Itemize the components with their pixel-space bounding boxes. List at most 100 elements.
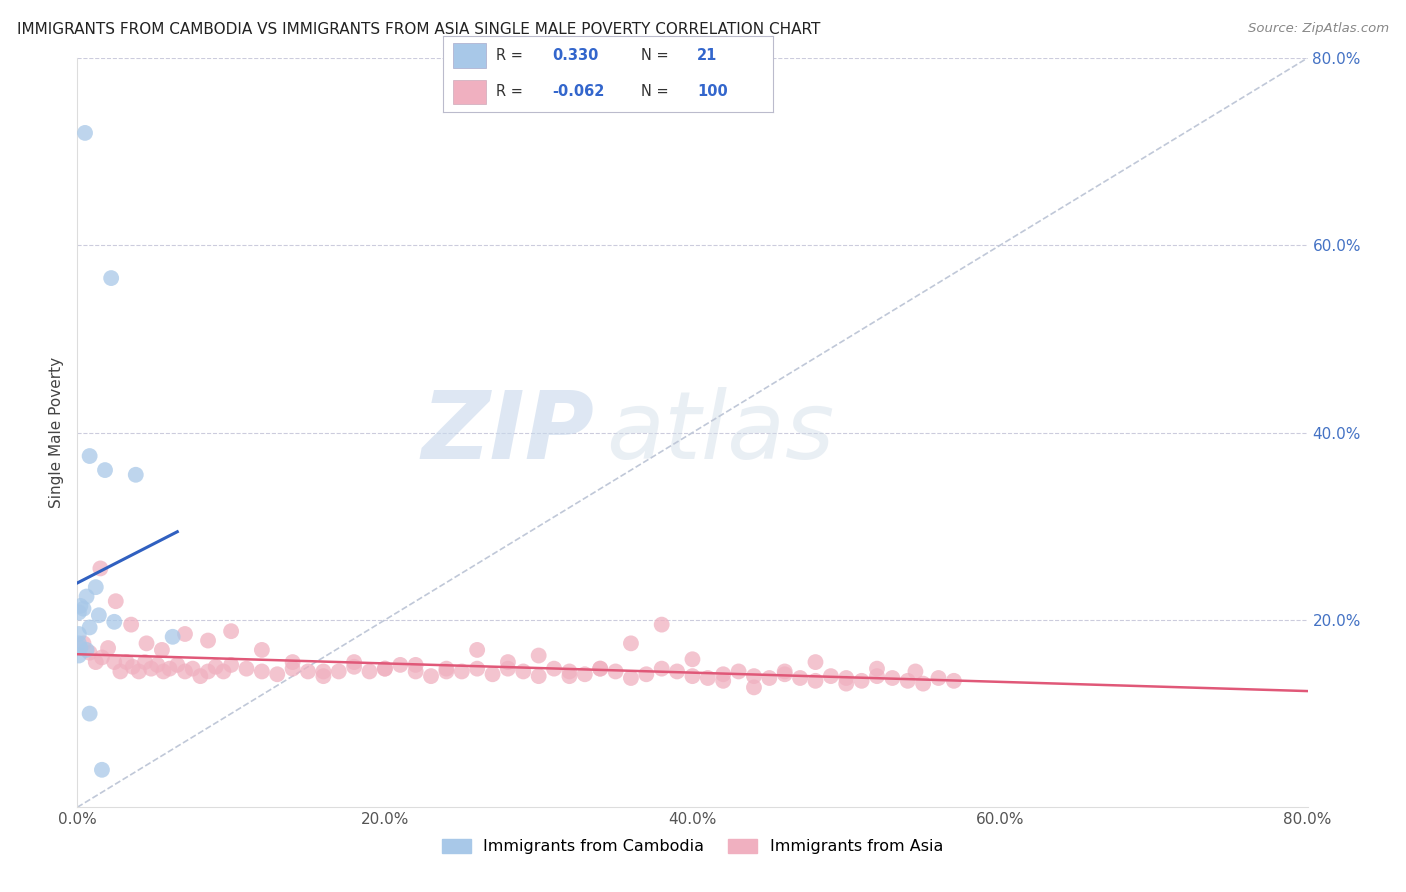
Point: [110, 665, 132, 679]
Point: [436, 665, 458, 679]
Point: [69, 599, 91, 613]
Text: N =: N =: [641, 84, 669, 99]
Text: 0.330: 0.330: [553, 47, 599, 62]
Point: [465, 662, 488, 676]
Point: [882, 671, 904, 685]
Point: [312, 669, 335, 683]
Point: [97, 640, 120, 655]
Point: [942, 673, 965, 688]
Text: 21: 21: [697, 47, 717, 62]
Point: [727, 665, 749, 679]
Text: Source: ZipAtlas.com: Source: ZipAtlas.com: [1249, 22, 1389, 36]
Point: [87, 608, 110, 623]
Point: [420, 669, 443, 683]
Point: [589, 662, 612, 676]
Point: [589, 662, 612, 676]
Bar: [453, 79, 486, 104]
Text: 100: 100: [697, 84, 728, 99]
Point: [266, 667, 288, 681]
Point: [436, 662, 458, 676]
Point: [758, 671, 780, 685]
Point: [343, 660, 366, 674]
Point: [866, 662, 889, 676]
Point: [543, 662, 565, 676]
Text: -0.062: -0.062: [553, 84, 605, 99]
Point: [103, 655, 125, 669]
Point: [512, 665, 534, 679]
Text: IMMIGRANTS FROM CAMBODIA VS IMMIGRANTS FROM ASIA SINGLE MALE POVERTY CORRELATION: IMMIGRANTS FROM CAMBODIA VS IMMIGRANTS F…: [17, 22, 820, 37]
Legend: Immigrants from Cambodia, Immigrants from Asia: Immigrants from Cambodia, Immigrants fro…: [436, 832, 949, 861]
Point: [219, 657, 242, 672]
Point: [405, 657, 427, 672]
Point: [835, 671, 858, 685]
Point: [174, 665, 197, 679]
Point: [212, 665, 235, 679]
Point: [146, 657, 169, 672]
Point: [94, 463, 117, 477]
Point: [150, 643, 173, 657]
Point: [141, 662, 163, 676]
Point: [605, 665, 627, 679]
Point: [152, 665, 174, 679]
Point: [405, 665, 427, 679]
Point: [115, 655, 138, 669]
Point: [84, 580, 107, 594]
Point: [851, 673, 873, 688]
Point: [620, 636, 643, 650]
Point: [820, 669, 842, 683]
Point: [166, 657, 188, 672]
Point: [711, 673, 734, 688]
Point: [134, 655, 156, 669]
Point: [558, 665, 581, 679]
Bar: [453, 44, 486, 68]
Point: [79, 620, 101, 634]
Point: [84, 655, 107, 669]
Point: [162, 630, 184, 644]
Point: [79, 449, 101, 463]
Point: [72, 601, 94, 615]
Point: [76, 643, 98, 657]
Point: [73, 126, 96, 140]
Point: [636, 667, 658, 681]
Point: [120, 617, 142, 632]
Point: [100, 271, 122, 285]
Point: [682, 652, 704, 666]
Text: R =: R =: [496, 47, 523, 62]
Point: [527, 648, 550, 663]
Point: [128, 665, 150, 679]
Point: [67, 636, 90, 650]
Point: [188, 669, 212, 683]
Point: [835, 676, 858, 690]
Point: [90, 650, 114, 665]
Y-axis label: Single Male Poverty: Single Male Poverty: [49, 357, 65, 508]
Point: [103, 615, 125, 629]
Point: [121, 660, 143, 674]
Point: [181, 662, 204, 676]
Point: [804, 673, 827, 688]
Point: [159, 662, 181, 676]
Point: [558, 669, 581, 683]
Point: [72, 636, 94, 650]
Point: [574, 667, 596, 681]
Text: R =: R =: [496, 84, 523, 99]
Point: [496, 662, 519, 676]
Text: ZIP: ZIP: [422, 386, 595, 479]
Point: [481, 667, 503, 681]
Point: [666, 665, 689, 679]
Point: [69, 640, 91, 655]
Point: [197, 665, 219, 679]
Point: [67, 606, 90, 620]
Point: [742, 669, 765, 683]
Point: [250, 643, 273, 657]
Point: [79, 646, 101, 660]
Point: [682, 669, 704, 683]
Point: [343, 655, 366, 669]
Point: [67, 648, 90, 663]
Point: [79, 706, 101, 721]
Point: [620, 671, 643, 685]
Point: [374, 662, 396, 676]
Point: [928, 671, 950, 685]
Point: [104, 594, 127, 608]
Point: [450, 665, 472, 679]
Text: N =: N =: [641, 47, 669, 62]
